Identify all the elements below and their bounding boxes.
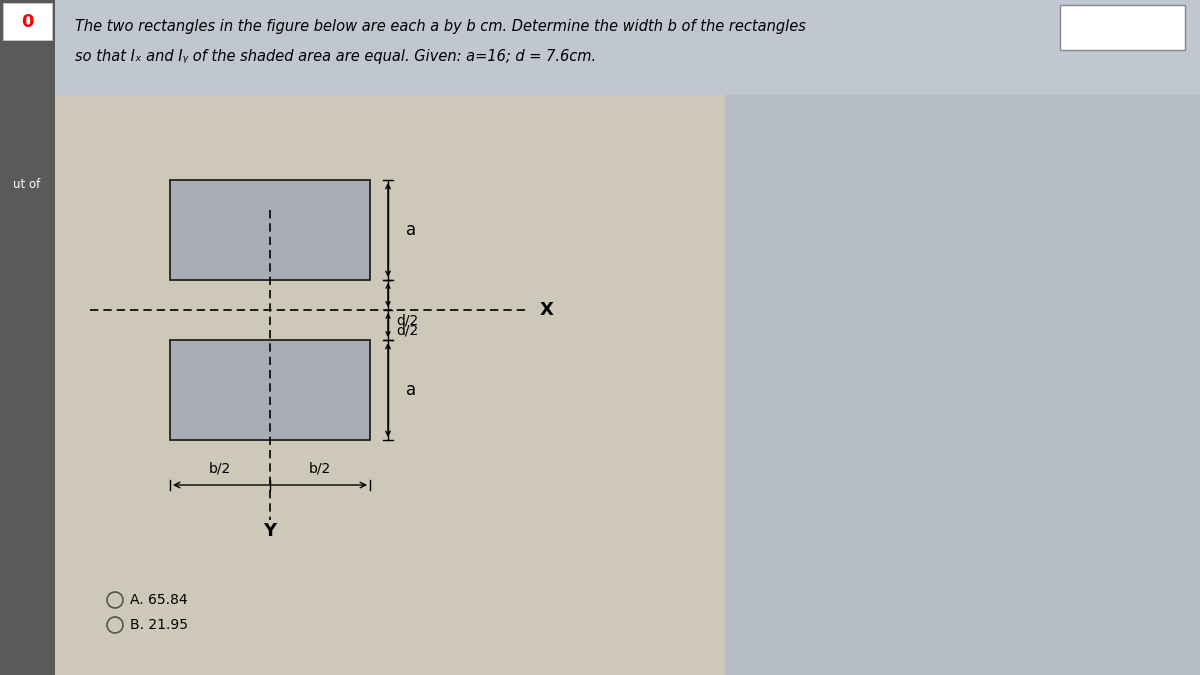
Bar [0, 0, 55, 675]
Bar [55, 95, 725, 675]
Text: The two rectangles in the figure below are each a by b cm. Determine the width b: The two rectangles in the figure below a… [74, 20, 806, 34]
Text: d/2: d/2 [396, 323, 419, 337]
Text: a: a [406, 381, 416, 399]
Text: ut of: ut of [13, 178, 41, 192]
Text: 0: 0 [20, 13, 34, 31]
Text: d/2: d/2 [396, 313, 419, 327]
Bar [725, 95, 1200, 675]
Bar [170, 340, 370, 440]
Text: Y: Y [264, 522, 276, 540]
Bar [2, 3, 52, 40]
Bar [55, 0, 1200, 95]
Bar [1060, 5, 1186, 50]
Text: B. 21.95: B. 21.95 [130, 618, 188, 632]
Text: so that Iₓ and Iᵧ of the shaded area are equal. Given: a=16; d = 7.6cm.: so that Iₓ and Iᵧ of the shaded area are… [74, 49, 596, 65]
Text: a: a [406, 221, 416, 239]
Text: b/2: b/2 [308, 461, 331, 475]
Bar [170, 180, 370, 280]
Text: b/2: b/2 [209, 461, 232, 475]
Text: A. 65.84: A. 65.84 [130, 593, 187, 607]
Text: X: X [540, 301, 554, 319]
